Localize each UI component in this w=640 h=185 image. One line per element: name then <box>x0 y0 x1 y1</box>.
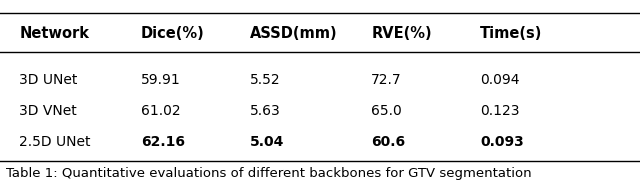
Text: RVE(%): RVE(%) <box>371 26 432 41</box>
Text: 62.16: 62.16 <box>141 135 185 149</box>
Text: Table 1: Quantitative evaluations of different backbones for GTV segmentation
in: Table 1: Quantitative evaluations of dif… <box>6 166 532 185</box>
Text: Dice(%): Dice(%) <box>141 26 205 41</box>
Text: 60.6: 60.6 <box>371 135 405 149</box>
Text: 0.094: 0.094 <box>480 73 520 87</box>
Text: 3D VNet: 3D VNet <box>19 104 77 118</box>
Text: 2.5D UNet: 2.5D UNet <box>19 135 91 149</box>
Text: ASSD(mm): ASSD(mm) <box>250 26 337 41</box>
Text: Time(s): Time(s) <box>480 26 542 41</box>
Text: 5.52: 5.52 <box>250 73 280 87</box>
Text: 65.0: 65.0 <box>371 104 402 118</box>
Text: 0.093: 0.093 <box>480 135 524 149</box>
Text: 0.123: 0.123 <box>480 104 520 118</box>
Text: 3D UNet: 3D UNet <box>19 73 77 87</box>
Text: 72.7: 72.7 <box>371 73 402 87</box>
Text: 61.02: 61.02 <box>141 104 180 118</box>
Text: 59.91: 59.91 <box>141 73 180 87</box>
Text: Network: Network <box>19 26 89 41</box>
Text: 5.04: 5.04 <box>250 135 284 149</box>
Text: 5.63: 5.63 <box>250 104 280 118</box>
